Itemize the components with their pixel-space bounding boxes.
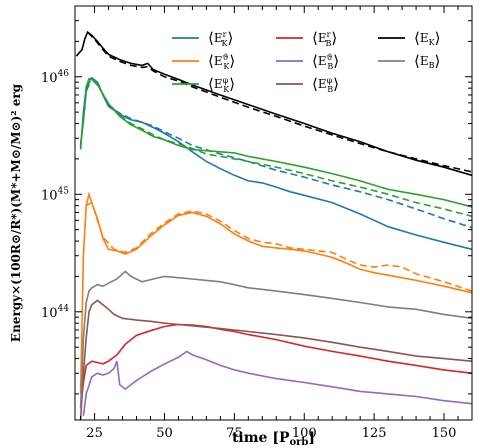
legend-label: ⟨Er B⟩ — [312, 29, 337, 48]
x-axis-label: time [Porb] — [232, 430, 315, 448]
y-tick-label: 1045 — [41, 186, 69, 203]
series-line-6 — [75, 30, 472, 177]
series-line-2 — [79, 78, 472, 208]
legend-label: ⟨Eφ K⟩ — [208, 75, 235, 94]
series-line-5 — [79, 299, 472, 420]
series-line-7 — [79, 270, 472, 409]
plot-frame — [74, 5, 473, 421]
legend-label: ⟨Eϑ B⟩ — [312, 52, 339, 71]
series-line-0 — [79, 76, 472, 251]
ticks-layer: 25 50 75 100 125 150 1044 1045 1046 — [41, 5, 472, 441]
legend-item: ⟨EK⟩ — [378, 29, 440, 47]
series-dashed-2 — [85, 78, 472, 218]
x-tick-label: 50 — [156, 426, 173, 441]
x-tick-label: 150 — [432, 426, 457, 441]
legend: ⟨Er K⟩ ⟨Eϑ K⟩ ⟨Eφ K⟩ ⟨Er B⟩ ⟨Eϑ B⟩ ⟨Eφ B⟩ ⟨EK⟩ ⟨EB⟩ — [172, 29, 440, 94]
series-line-4 — [82, 350, 472, 417]
legend-item: ⟨Eφ K⟩ — [172, 75, 235, 94]
legend-label: ⟨EK⟩ — [414, 29, 440, 47]
legend-item: ⟨Er B⟩ — [276, 29, 337, 48]
axis-labels: time [Porb] Energy×(100R⊙/R*)(M*+M⊙/M⊙)² … — [9, 83, 315, 448]
series-dashed-6 — [87, 31, 472, 173]
legend-item: ⟨Eϑ B⟩ — [276, 52, 339, 71]
legend-label: ⟨Er K⟩ — [208, 29, 233, 48]
series-line-1 — [79, 191, 472, 394]
legend-label: ⟨EB⟩ — [414, 52, 440, 70]
legend-item: ⟨Eϑ K⟩ — [172, 52, 235, 71]
legend-item: ⟨EB⟩ — [378, 52, 440, 70]
legend-item: ⟨Er K⟩ — [172, 29, 233, 48]
series-layer — [75, 30, 472, 420]
series-dashed-1 — [85, 201, 472, 292]
legend-item: ⟨Eφ B⟩ — [276, 75, 339, 94]
legend-label: ⟨Eφ B⟩ — [312, 75, 339, 94]
y-tick-label: 1046 — [41, 69, 69, 86]
y-axis-label: Energy×(100R⊙/R*)(M*+M⊙/M⊙)² erg — [9, 83, 23, 342]
x-tick-label: 25 — [86, 426, 103, 441]
legend-label: ⟨Eϑ K⟩ — [208, 52, 235, 71]
x-tick-label: 75 — [226, 426, 243, 441]
series-dashed-0 — [79, 77, 472, 229]
x-tick-label: 125 — [362, 426, 387, 441]
y-tick-label: 1044 — [41, 304, 69, 321]
x-tick-label: 100 — [292, 426, 317, 441]
